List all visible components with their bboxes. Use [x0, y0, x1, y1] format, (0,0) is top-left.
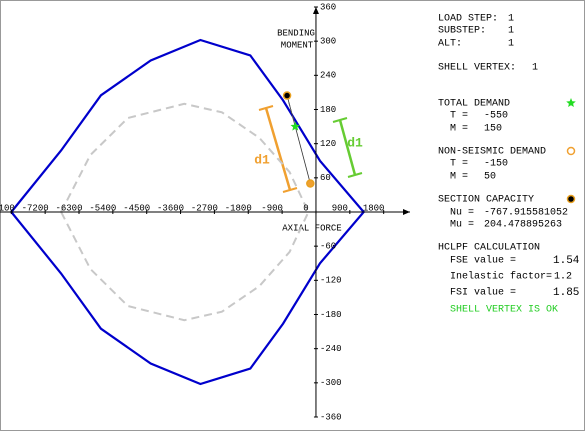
- x-tick-label: -5400: [89, 203, 116, 213]
- x-tick-label: -4500: [123, 203, 150, 213]
- x-tick-label: -3600: [157, 203, 184, 213]
- x-tick-label: 1800: [363, 203, 385, 213]
- panel-value: 1: [508, 14, 514, 25]
- y-tick-label: -120: [320, 276, 342, 286]
- panel-label: SUBSTEP:: [438, 26, 486, 37]
- bracket: [347, 172, 363, 178]
- panel-value: 50: [484, 172, 496, 183]
- y-axis-label: BENDING: [277, 28, 315, 38]
- status: SHELL VERTEX IS OK: [450, 305, 558, 316]
- annotation: d1: [347, 135, 363, 150]
- panel-label: ALT:: [438, 39, 462, 50]
- connector: [286, 95, 296, 127]
- y-tick-label: 240: [320, 71, 336, 81]
- bracket: [338, 119, 357, 176]
- bracket: [332, 117, 348, 123]
- curve: [59, 102, 310, 322]
- x-tick-label: -7200: [22, 203, 49, 213]
- panel-value: 1: [532, 63, 538, 74]
- panel-label: FSE value =: [450, 255, 516, 267]
- annotation: d1: [254, 152, 270, 167]
- y-tick-label: -300: [320, 378, 342, 388]
- y-tick-label: -60: [320, 242, 336, 252]
- panel-value: -150: [484, 159, 508, 170]
- y-tick-label: -180: [320, 310, 342, 320]
- bracket: [282, 187, 298, 193]
- x-tick-label: 900: [332, 203, 348, 213]
- point: [290, 121, 300, 131]
- d1-green: d1: [332, 117, 363, 178]
- panel-value: 204.478895263: [484, 220, 562, 231]
- bracket: [264, 107, 292, 191]
- y-tick-label: 60: [320, 173, 331, 183]
- arrow: [312, 7, 319, 14]
- panel-value: 1: [508, 39, 514, 50]
- x-tick-label: -900: [261, 203, 283, 213]
- point: [306, 179, 315, 188]
- panel-heading: TOTAL DEMAND: [438, 99, 510, 110]
- panel-value: 1.85: [553, 287, 579, 299]
- y-tick-label: 300: [320, 37, 336, 47]
- arrow: [403, 209, 410, 215]
- legend-icon: [566, 194, 576, 204]
- x-tick-label: -8100: [0, 203, 15, 213]
- panel-label: M =: [450, 172, 468, 183]
- panel-heading: NON-SEISMIC DEMAND: [438, 147, 546, 158]
- y-tick-label: -240: [320, 344, 342, 354]
- y-tick-label: 360: [320, 2, 336, 12]
- panel-heading: HCLPF CALCULATION: [438, 243, 540, 254]
- y-tick-label: 180: [320, 105, 336, 115]
- x-tick-label: -1800: [225, 203, 252, 213]
- panel-label: Nu =: [450, 208, 474, 219]
- bracket: [258, 105, 274, 111]
- panel-value: 1: [508, 26, 514, 37]
- y-tick-label: 120: [320, 139, 336, 149]
- x-tick-label: -6300: [55, 203, 82, 213]
- legend-icon: [566, 98, 576, 107]
- info-panel: LOAD STEP: 1 SUBSTEP: 1 ALT: 1 SHELL VER…: [438, 14, 580, 316]
- panel-heading: SECTION CAPACITY: [438, 195, 534, 206]
- panel-value: -767.915581052: [484, 208, 568, 219]
- x-tick-label: -2700: [191, 203, 218, 213]
- point: [282, 91, 292, 100]
- panel-label: Mu =: [450, 220, 474, 231]
- y-axis-label: MOMENT: [281, 40, 314, 50]
- legend-icon: [566, 146, 576, 156]
- panel-value: 1.2: [554, 272, 572, 283]
- panel-value: 150: [484, 124, 502, 135]
- x-axis-label: AXIAL FORCE: [282, 223, 341, 233]
- panel-label: T =: [450, 159, 468, 170]
- panel-label: FSI value =: [450, 287, 516, 299]
- panel-label: M =: [450, 124, 468, 135]
- x-tick-label: 0: [303, 203, 308, 213]
- panel-label: Inelastic factor=: [450, 271, 552, 283]
- panel-value: 1.54: [553, 255, 580, 267]
- panel-label: LOAD STEP:: [438, 14, 498, 25]
- panel-label: T =: [450, 111, 468, 122]
- panel-label: SHELL VERTEX:: [438, 63, 516, 74]
- d1-orange: d1: [254, 105, 298, 193]
- panel-value: -550: [484, 111, 508, 122]
- y-tick-label: -360: [320, 412, 342, 422]
